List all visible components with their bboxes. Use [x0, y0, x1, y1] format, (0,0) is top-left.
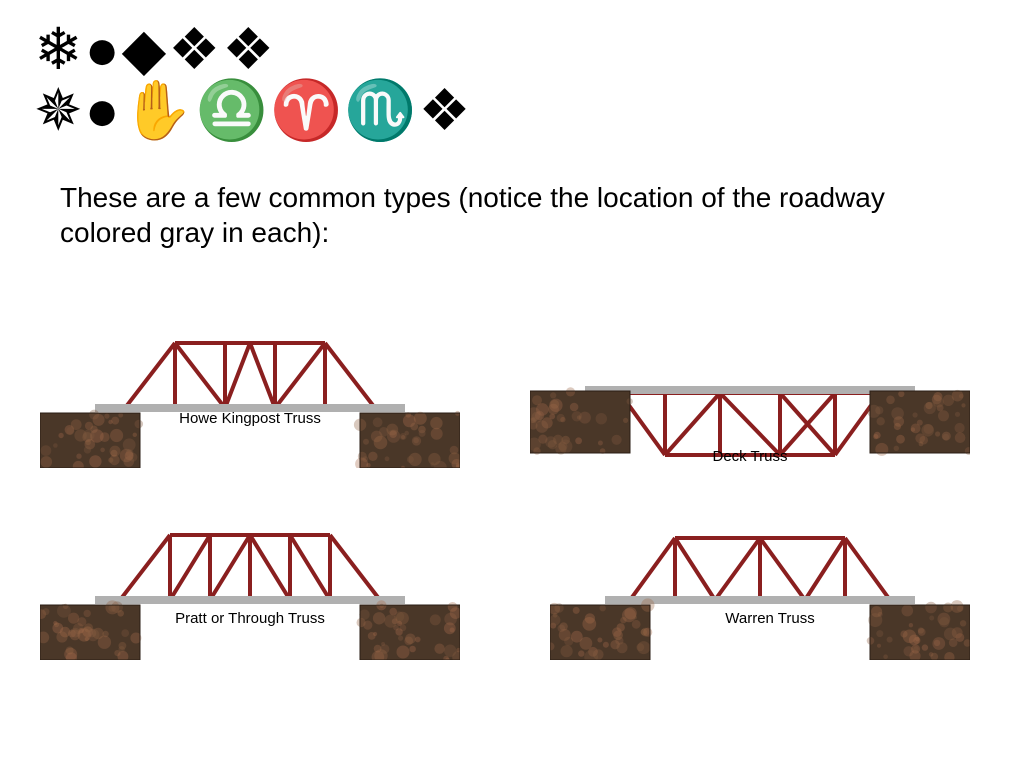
title-line-1: ❄●◆❖❖	[34, 20, 473, 81]
bridge-howe	[40, 318, 460, 468]
caption-deck: Deck Truss	[620, 448, 880, 465]
bridge-grid: Howe Kingpost Truss Deck Truss Pratt or …	[0, 300, 1024, 740]
caption-howe: Howe Kingpost Truss	[120, 410, 380, 427]
caption-pratt: Pratt or Through Truss	[120, 610, 380, 627]
bridge-pratt	[40, 510, 460, 660]
bridge-warren	[550, 510, 970, 660]
page-subtitle: These are a few common types (notice the…	[60, 180, 920, 250]
page-title: ❄●◆❖❖ ✵●✋♎♈♏❖	[34, 20, 473, 142]
caption-warren: Warren Truss	[640, 610, 900, 627]
title-line-2: ✵●✋♎♈♏❖	[34, 81, 473, 142]
